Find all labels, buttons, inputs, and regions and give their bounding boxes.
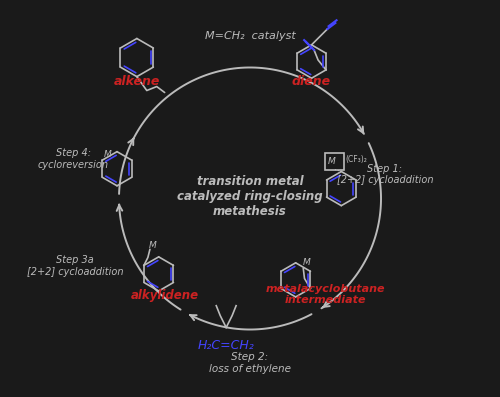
Text: M: M	[328, 157, 336, 166]
Text: metalacyclobutane
intermediate: metalacyclobutane intermediate	[266, 284, 385, 305]
Text: M: M	[302, 258, 310, 267]
Text: (CF₃)₂: (CF₃)₂	[346, 155, 368, 164]
Text: M: M	[149, 241, 156, 250]
Text: H₂C=CH₂: H₂C=CH₂	[198, 339, 254, 352]
Text: alkene: alkene	[114, 75, 160, 88]
Text: Step 4:
cycloreversion: Step 4: cycloreversion	[38, 148, 109, 170]
Text: transition metal
catalyzed ring-closing
metathesis: transition metal catalyzed ring-closing …	[177, 175, 323, 218]
Text: diene: diene	[292, 75, 331, 88]
Text: Step 2:
loss of ethylene: Step 2: loss of ethylene	[209, 353, 291, 374]
Text: Step 1:
[2+2] cycloaddition: Step 1: [2+2] cycloaddition	[336, 164, 433, 185]
Text: Step 3a
[2+2] cycloaddition: Step 3a [2+2] cycloaddition	[27, 255, 124, 277]
Text: alkylidene: alkylidene	[130, 289, 198, 302]
Text: M: M	[104, 150, 112, 159]
Text: M=CH₂  catalyst: M=CH₂ catalyst	[204, 31, 296, 41]
